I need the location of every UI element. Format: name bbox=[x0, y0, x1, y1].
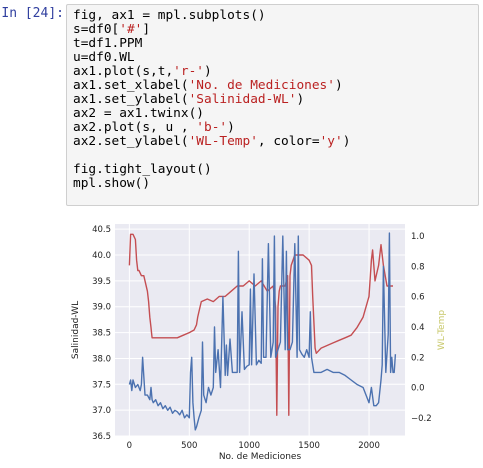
code-line: ax2.set_ylabel('WL-Temp', color='y') bbox=[73, 135, 478, 149]
code-line: u=df0.WL bbox=[73, 51, 478, 65]
code-token: ] bbox=[142, 22, 151, 37]
code-token: fig.tight_layout() bbox=[73, 162, 212, 177]
y2-axis-label: WL-Temp bbox=[437, 310, 447, 350]
y2-tick-label: 0.4 bbox=[411, 323, 425, 333]
y-tick-label: 40.0 bbox=[92, 251, 111, 261]
twin-axis-line-chart: 0 500 1000 1500 2000 36.5 37.0 37.5 38.0 38.5 39.0… bbox=[71, 224, 447, 462]
code-token: t=df1.PPM bbox=[73, 36, 143, 51]
code-line: ax1.set_ylabel('Salinidad-WL') bbox=[73, 93, 478, 107]
code-line: mpl.show() bbox=[73, 177, 478, 191]
code-token: ax1.plot(s,t, bbox=[73, 64, 174, 79]
y-tick-label: 40.5 bbox=[92, 225, 111, 235]
y2-tick-label: 0.0 bbox=[411, 384, 425, 394]
code-token: ) bbox=[204, 64, 212, 79]
y2-tick-label: −0.2 bbox=[411, 414, 432, 424]
code-string-token: 'y' bbox=[319, 134, 343, 149]
x-tick-label: 2000 bbox=[358, 441, 380, 451]
series-line-wl-temp bbox=[128, 232, 397, 431]
cell-output: 0 500 1000 1500 2000 36.5 37.0 37.5 38.0 38.5 39.0… bbox=[66, 212, 483, 464]
code-token: fig, ax1 = mpl.subplots() bbox=[73, 8, 266, 23]
code-token: , color= bbox=[257, 134, 320, 149]
plot-background bbox=[115, 224, 405, 436]
y2-tick-label: 0.2 bbox=[411, 353, 425, 363]
code-line: ax1.set_xlabel('No. de Mediciones') bbox=[73, 79, 478, 93]
y2-tick-label: 0.6 bbox=[411, 293, 425, 303]
y-tick-label: 37.0 bbox=[92, 406, 111, 416]
code-token: ax1.set_ylabel( bbox=[73, 92, 189, 107]
x-tick-label: 500 bbox=[181, 441, 197, 451]
code-line: s=df0['#'] bbox=[73, 23, 478, 37]
x-tick-label: 0 bbox=[127, 441, 132, 451]
code-string-token: 'r-' bbox=[173, 64, 204, 79]
code-token: ) bbox=[334, 78, 343, 93]
x-tick-label: 1000 bbox=[238, 441, 260, 451]
y2-tick-label: 1.0 bbox=[411, 232, 425, 242]
code-token: u=df0.WL bbox=[73, 50, 135, 65]
code-line: fig.tight_layout() bbox=[73, 163, 478, 177]
code-token: ax1.set_xlabel( bbox=[73, 78, 189, 93]
code-line bbox=[73, 149, 478, 163]
cell-prompt: In [24]: bbox=[1, 6, 64, 21]
code-token: ) bbox=[296, 92, 305, 107]
code-token: mpl.show() bbox=[73, 176, 151, 191]
y-tick-label: 38.5 bbox=[92, 329, 111, 339]
y-tick-label: 39.5 bbox=[92, 277, 111, 287]
code-line: ax1.plot(s,t,'r-') bbox=[73, 65, 478, 79]
y-tick-label: 36.5 bbox=[92, 432, 111, 442]
code-line: ax2 = ax1.twinx() bbox=[73, 107, 478, 121]
y2-tick-label: 0.8 bbox=[411, 262, 425, 272]
code-cell-editor[interactable]: fig, ax1 = mpl.subplots() s=df0['#'] t=df1… bbox=[66, 4, 479, 206]
code-token: ax2.set_ylabel( bbox=[73, 134, 189, 149]
y-tick-label: 39.0 bbox=[92, 303, 111, 313]
code-token: ) bbox=[227, 120, 235, 135]
code-token: ax2 = ax1.twinx() bbox=[73, 106, 204, 121]
y-tick-label: 38.0 bbox=[92, 354, 111, 364]
code-line: t=df1.PPM bbox=[73, 37, 478, 51]
code-token: ax2.plot(s, u , bbox=[73, 120, 197, 135]
y-axis-label: Salinidad-WL bbox=[71, 301, 81, 359]
code-token: ) bbox=[342, 134, 351, 149]
code-string-token: 'Salinidad-WL' bbox=[188, 92, 297, 107]
code-line: ax2.plot(s, u , 'b-') bbox=[73, 121, 478, 135]
y-tick-label: 37.5 bbox=[92, 380, 111, 390]
code-string-token: 'No. de Mediciones' bbox=[188, 78, 335, 93]
code-string-token: 'WL-Temp' bbox=[188, 134, 258, 149]
code-line: fig, ax1 = mpl.subplots() bbox=[73, 9, 478, 23]
code-token: s=df0[ bbox=[73, 22, 120, 37]
x-axis-label: No. de Mediciones bbox=[219, 452, 302, 462]
code-string-token: 'b-' bbox=[196, 120, 228, 135]
x-tick-label: 1500 bbox=[298, 441, 320, 451]
code-string-token: '#' bbox=[119, 22, 143, 37]
